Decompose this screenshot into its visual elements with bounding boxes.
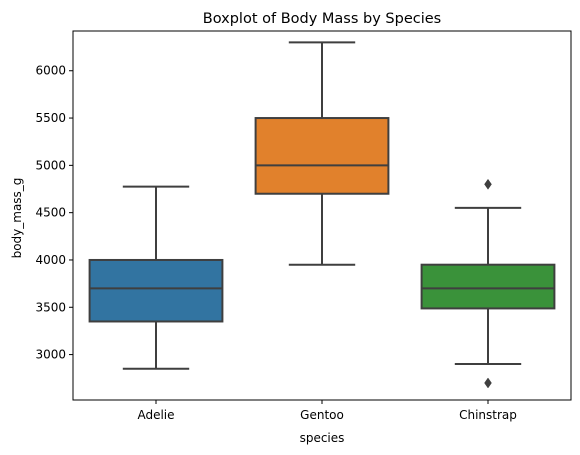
y-tick-label: 6000 <box>35 64 66 78</box>
box-group-chinstrap <box>420 178 556 389</box>
box-group-gentoo <box>254 41 390 266</box>
x-axis: Adelie Gentoo Chinstrap <box>137 400 517 422</box>
chart-title: Boxplot of Body Mass by Species <box>203 11 441 27</box>
y-axis-label: body_mass_g <box>10 178 24 259</box>
x-tick-label: Chinstrap <box>459 408 517 422</box>
iqr-box <box>88 258 224 323</box>
y-tick-label: 5500 <box>35 111 66 125</box>
y-tick-label: 3500 <box>35 300 66 314</box>
iqr-box <box>420 263 556 310</box>
iqr-box <box>254 117 390 195</box>
y-tick-label: 5000 <box>35 158 66 172</box>
outlier-point <box>484 377 492 389</box>
y-tick-label: 4000 <box>35 253 66 267</box>
outlier-point <box>484 178 492 190</box>
plot-area <box>88 41 556 389</box>
box-group-adelie <box>88 185 224 370</box>
y-tick-label: 3000 <box>35 348 66 362</box>
y-tick-label: 4500 <box>35 206 66 220</box>
x-tick-label: Gentoo <box>300 408 344 422</box>
y-axis: 3000 3500 4000 4500 5000 5500 6000 <box>35 64 73 362</box>
x-axis-label: species <box>300 431 345 445</box>
x-tick-label: Adelie <box>137 408 174 422</box>
plot-frame <box>72 30 572 401</box>
